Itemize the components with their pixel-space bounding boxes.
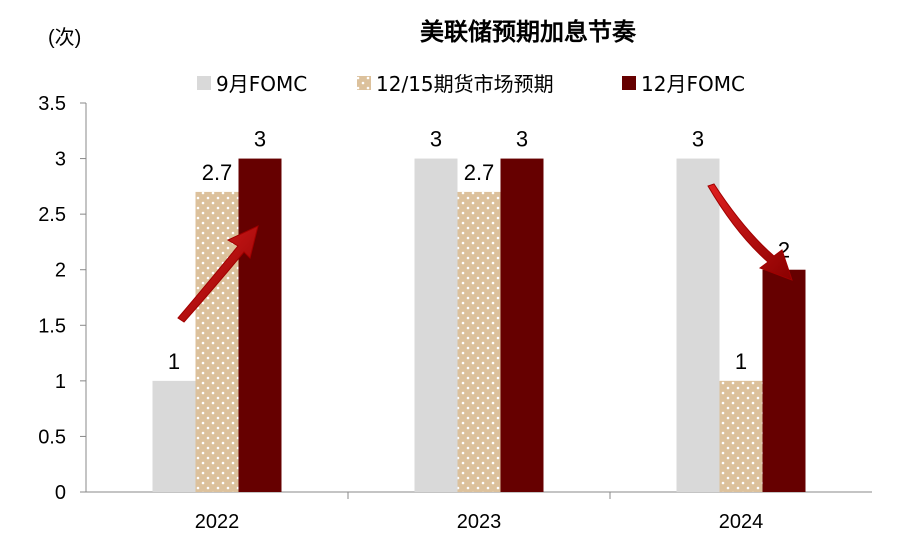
down-arrow-annotation: [707, 183, 793, 281]
legend-label: 9月FOMC: [216, 72, 307, 96]
x-tick-label: 2023: [457, 511, 502, 533]
legend-label: 12月FOMC: [641, 72, 745, 96]
bar: [414, 158, 458, 493]
data-label: 1: [168, 349, 180, 374]
bar: [457, 191, 501, 492]
legend-swatch: [197, 76, 211, 90]
legend-swatch: [622, 76, 636, 90]
legend-label: 12/15期货市场预期: [376, 72, 554, 96]
legend: 9月FOMC 12/15期货市场预期 12月FOMC: [197, 72, 745, 96]
bar: [676, 158, 720, 493]
up-arrow-annotation: [177, 225, 259, 323]
data-label: 1: [735, 349, 747, 374]
y-tick-label: 2: [55, 260, 66, 282]
y-axis-unit-label: (次): [48, 26, 81, 49]
bar: [152, 380, 196, 492]
chart-title: 美联储预期加息节奏: [420, 18, 637, 46]
x-tick-label: 2024: [719, 511, 764, 533]
y-tick-label: 1: [55, 371, 66, 393]
axes: 0 0.5 1 1.5 2 2.5 3 3.5 2022 2023 2024: [38, 93, 872, 533]
bar: [762, 269, 806, 492]
data-labels: 13 32.7 2.713 32: [168, 127, 790, 374]
data-label: 3: [692, 127, 704, 152]
data-label: 2.7: [464, 160, 495, 185]
legend-swatch: [357, 76, 371, 90]
data-label: 3: [516, 127, 528, 152]
y-tick-label: 3: [55, 149, 66, 171]
y-tick-label: 1.5: [38, 315, 66, 337]
data-label: 2.7: [202, 160, 233, 185]
bar: [719, 380, 763, 492]
y-tick-label: 0: [55, 482, 66, 504]
x-tick-label: 2022: [195, 511, 240, 533]
y-tick-label: 3.5: [38, 93, 66, 115]
data-label: 3: [254, 127, 266, 152]
bar: [195, 191, 239, 492]
bar: [238, 158, 282, 493]
bars: [152, 158, 806, 493]
bar: [500, 158, 544, 493]
data-label: 3: [430, 127, 442, 152]
y-tick-label: 0.5: [38, 426, 66, 448]
y-tick-label: 2.5: [38, 204, 66, 226]
